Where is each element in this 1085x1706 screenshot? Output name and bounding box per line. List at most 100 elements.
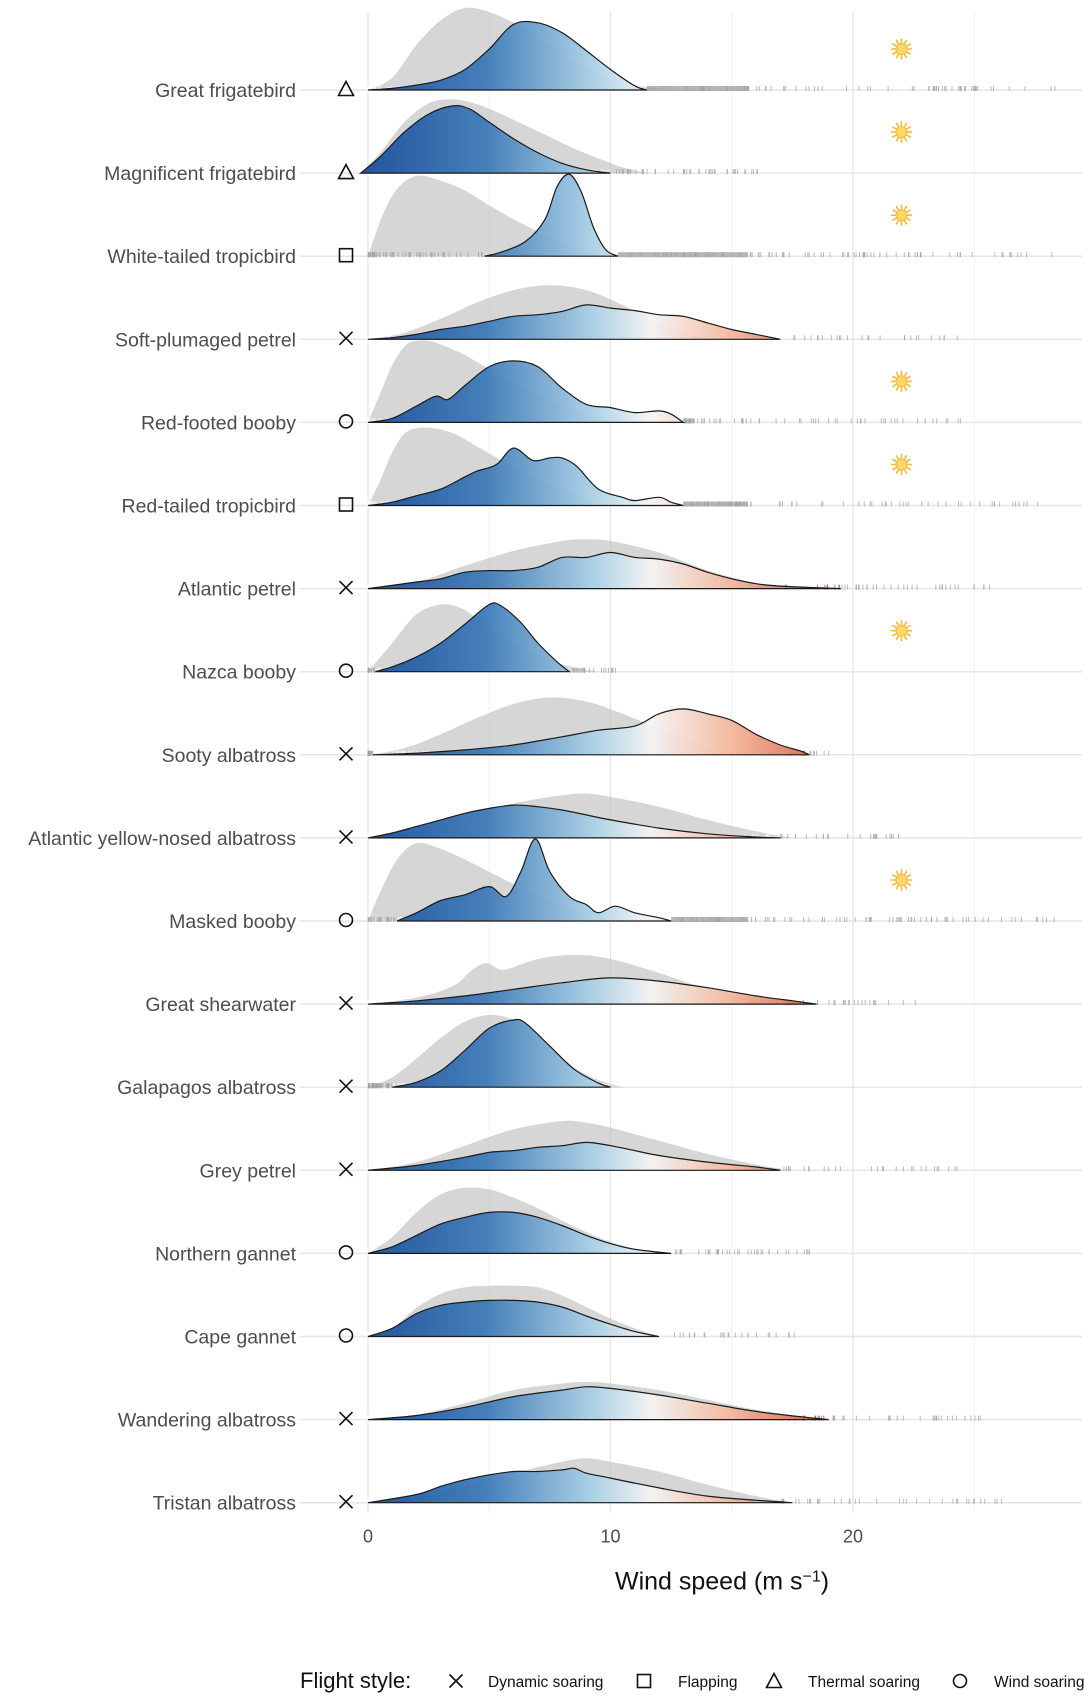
x-axis: 0 10 20 Wind speed (m s−1) [363,1527,863,1596]
flight-style-cross-icon [338,746,354,761]
legend-title: Flight style: [300,1668,411,1693]
available-density [368,842,635,921]
sun-icon [890,121,913,143]
flight-style-cross-icon [338,331,354,346]
legend: Flight style: Dynamic soaring Flapping Ther… [300,1668,1084,1693]
used-density-outline [367,447,684,507]
rug-band [646,86,749,91]
row-cape-gannet: Cape gannet [184,1285,1082,1349]
row-northern-gannet: Northern gannet [155,1187,1082,1265]
used-density-outline [367,1386,829,1421]
row-sooty-albatross: Sooty albatross [162,697,1082,767]
flight-style-circle-icon [338,663,354,679]
used-density [368,304,781,340]
used-density [368,1468,793,1503]
flight-style-circle-icon [338,1328,354,1343]
flight-style-cross-icon [338,996,354,1011]
used-density-outline [367,1141,781,1171]
legend-item-label: Thermal soaring [808,1674,920,1691]
row-atlantic-yellow-nosed-albatross: Atlantic yellow-nosed albatross [28,793,1082,850]
used-density-outline [396,838,672,922]
species-label: Atlantic yellow-nosed albatross [28,828,296,850]
species-label: Atlantic petrel [178,579,296,601]
sun-icon [890,370,913,393]
sun-icon [890,619,913,642]
used-density-outline [392,1018,611,1088]
x-tick-label-0: 0 [363,1527,373,1547]
species-label: White-tailed tropicbird [107,246,296,268]
grid-layer [367,12,975,1513]
flight-style-circle-icon [338,912,354,928]
legend-cross-icon [448,1673,464,1689]
flight-style-triangle-icon [337,162,355,180]
x-axis-title: Wind speed (m s−1) [615,1568,829,1596]
row-great-shearwater: Great shearwater [145,954,1082,1016]
used-density-outline [367,1299,660,1338]
species-label: Masked booby [169,911,296,933]
species-label: Galapagos albatross [117,1077,296,1099]
row-nazca-booby: Nazca booby [182,602,1082,684]
flight-style-cross-icon [338,1411,354,1426]
used-density [368,1142,781,1171]
used-density [368,805,781,838]
used-density-outline [367,360,686,423]
flight-style-cross-icon [338,1079,354,1094]
used-density [392,1019,611,1088]
used-density-outline [367,20,648,91]
rows-layer: Great frigatebird Magnificent frigatebird… [28,7,1082,1515]
used-density [368,448,684,506]
species-label: Magnificent frigatebird [104,163,296,185]
used-density-outline [367,804,781,839]
used-density [360,105,611,174]
species-label: Cape gannet [184,1327,296,1349]
species-label: Grey petrel [200,1160,296,1182]
species-label: Northern gannet [155,1243,297,1265]
row-magnificent-frigatebird: Magnificent frigatebird [104,99,1082,185]
row-wandering-albatross: Wandering albatross [118,1381,1082,1432]
flight-style-cross-icon [338,1494,354,1509]
used-density [375,602,570,672]
sun-icon [890,204,913,226]
row-galapagos-albatross: Galapagos albatross [117,1014,1082,1099]
used-density [368,552,841,589]
sun-icon [890,869,913,891]
used-density-outline [367,304,781,340]
flight-style-cross-icon [338,829,354,844]
legend-item-label: Flapping [678,1674,737,1691]
flight-style-circle-icon [338,1245,354,1260]
used-density-outline [375,602,572,673]
flight-style-triangle-icon [337,79,355,97]
row-tristan-albatross: Tristan albatross [153,1458,1082,1515]
row-masked-booby: Masked booby [169,838,1082,933]
used-density-outline [367,1211,672,1254]
used-density-outline [367,977,817,1005]
rug-band [671,917,749,922]
used-density [368,1386,829,1420]
legend-circle-icon [952,1673,968,1689]
used-density [368,1211,672,1254]
used-density-outline [367,551,841,590]
used-density-outline [372,708,810,756]
flight-style-circle-icon [338,414,354,429]
legend-item-label: Dynamic soaring [488,1674,603,1691]
row-red-tailed-tropicbird: Red-tailed tropicbird [121,427,1082,518]
legend-triangle-icon [765,1671,783,1689]
row-soft-plumaged-petrel: Soft-plumaged petrel [115,285,1082,351]
available-density [368,175,611,257]
legend-square-icon [636,1673,652,1689]
sun-icon [890,453,913,476]
rug-band [683,501,749,507]
flight-style-cross-icon [338,1162,354,1177]
used-density-outline [359,105,611,174]
used-density [397,839,672,921]
species-label: Wandering albatross [118,1410,296,1432]
used-density [368,21,647,91]
species-label: Soft-plumaged petrel [115,329,296,351]
species-label: Great frigatebird [155,80,296,102]
rug-band [683,418,695,424]
species-label: Tristan albatross [153,1493,297,1515]
used-density-outline [367,1467,793,1504]
used-density-outline [484,173,619,257]
x-tick-label-20: 20 [843,1527,863,1547]
